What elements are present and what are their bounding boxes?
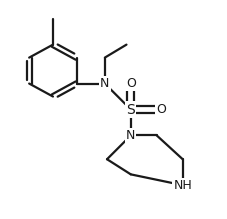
Text: O: O <box>126 77 136 90</box>
Text: S: S <box>126 102 135 117</box>
Text: N: N <box>100 77 110 90</box>
Text: N: N <box>126 129 136 142</box>
Text: NH: NH <box>173 179 192 192</box>
Text: O: O <box>156 103 166 116</box>
